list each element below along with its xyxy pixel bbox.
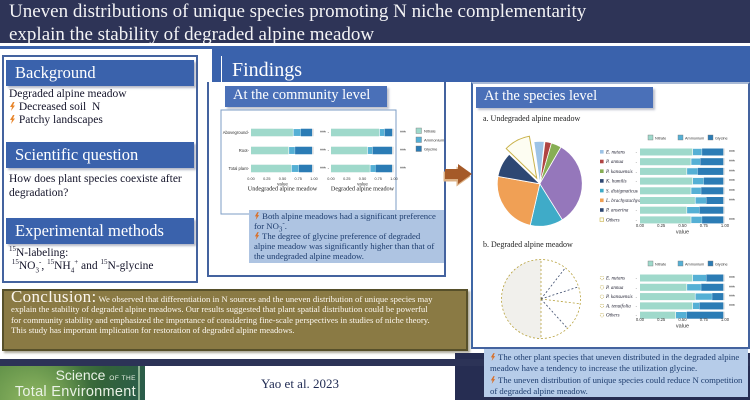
svg-text:***: *** bbox=[320, 167, 326, 173]
svg-text:***: *** bbox=[320, 131, 326, 137]
svg-text:Others: Others bbox=[606, 314, 620, 319]
svg-text:-: - bbox=[328, 166, 330, 171]
svg-text:0.50: 0.50 bbox=[678, 317, 687, 322]
svg-text:value: value bbox=[357, 182, 368, 187]
svg-text:***: *** bbox=[729, 304, 735, 310]
svg-text:0.75: 0.75 bbox=[700, 317, 709, 322]
svg-text:-: - bbox=[636, 313, 638, 318]
svg-text:***: *** bbox=[729, 218, 735, 224]
svg-text:Others: Others bbox=[606, 218, 620, 223]
svg-text:***: *** bbox=[400, 149, 406, 155]
svg-text:-: - bbox=[636, 169, 638, 174]
svg-text:S. distigmaticus: S. distigmaticus bbox=[606, 189, 638, 194]
svg-text:value: value bbox=[676, 230, 689, 236]
svg-text:***: *** bbox=[729, 150, 735, 156]
svg-text:Degraded alpine meadow: Degraded alpine meadow bbox=[331, 186, 395, 193]
svg-text:-: - bbox=[328, 130, 330, 135]
svg-text:***: *** bbox=[729, 199, 735, 205]
svg-text:Root-: Root- bbox=[239, 148, 250, 153]
svg-text:a. Undegraded alpine meadow: a. Undegraded alpine meadow bbox=[483, 114, 581, 123]
svg-text:-: - bbox=[636, 303, 638, 308]
svg-text:-: - bbox=[636, 179, 638, 184]
svg-text:L. brachystachys: L. brachystachys bbox=[605, 199, 640, 204]
svg-text:1.00: 1.00 bbox=[310, 177, 317, 181]
svg-text:***: *** bbox=[729, 285, 735, 291]
svg-text:-: - bbox=[636, 188, 638, 193]
svg-text:0.75: 0.75 bbox=[700, 223, 709, 228]
svg-text:Ammonium: Ammonium bbox=[424, 138, 445, 143]
svg-text:0.75: 0.75 bbox=[375, 177, 382, 181]
svg-text:P. anserina: P. anserina bbox=[605, 209, 629, 214]
svg-text:Undegraded alpine meadow: Undegraded alpine meadow bbox=[248, 186, 318, 193]
svg-text:E. nutans: E. nutans bbox=[605, 151, 625, 156]
svg-text:0.25: 0.25 bbox=[343, 177, 350, 181]
svg-text:0.00: 0.00 bbox=[247, 177, 254, 181]
svg-text:Nitrate: Nitrate bbox=[424, 129, 437, 134]
svg-text:***: *** bbox=[729, 295, 735, 301]
svg-text:P. kansuensis: P. kansuensis bbox=[605, 295, 633, 300]
svg-text:P. annua: P. annua bbox=[605, 160, 624, 165]
svg-text:-: - bbox=[636, 159, 638, 164]
svg-text:0.25: 0.25 bbox=[263, 177, 270, 181]
svg-text:K. humilis: K. humilis bbox=[605, 180, 627, 185]
svg-text:0.50: 0.50 bbox=[359, 177, 366, 181]
svg-text:Glycine: Glycine bbox=[715, 137, 728, 141]
svg-text:0.50: 0.50 bbox=[678, 223, 687, 228]
svg-text:0.00: 0.00 bbox=[636, 223, 645, 228]
svg-text:E. nutans: E. nutans bbox=[605, 277, 625, 282]
svg-text:-: - bbox=[328, 148, 330, 153]
svg-text:Nitrate: Nitrate bbox=[655, 263, 666, 267]
svg-text:1.00: 1.00 bbox=[721, 223, 730, 228]
svg-text:0.00: 0.00 bbox=[327, 177, 334, 181]
svg-text:P. annua: P. annua bbox=[605, 286, 624, 291]
svg-text:0.75: 0.75 bbox=[295, 177, 302, 181]
svg-text:***: *** bbox=[320, 149, 326, 155]
svg-text:Aboveground-: Aboveground- bbox=[223, 130, 250, 135]
svg-text:***: *** bbox=[729, 189, 735, 195]
svg-text:P. kansuensis: P. kansuensis bbox=[605, 170, 633, 175]
svg-text:value: value bbox=[676, 324, 689, 330]
svg-text:Glycine: Glycine bbox=[715, 263, 728, 267]
svg-text:A. tenuifolia: A. tenuifolia bbox=[605, 304, 631, 309]
svg-text:***: *** bbox=[729, 276, 735, 282]
svg-text:0.00: 0.00 bbox=[636, 317, 645, 322]
svg-text:-: - bbox=[636, 208, 638, 213]
svg-text:value: value bbox=[277, 182, 288, 187]
svg-text:***: *** bbox=[729, 179, 735, 185]
svg-text:***: *** bbox=[729, 169, 735, 175]
svg-text:Total plant-: Total plant- bbox=[229, 166, 250, 171]
svg-text:0.25: 0.25 bbox=[657, 223, 666, 228]
svg-text:-: - bbox=[636, 150, 638, 155]
svg-text:***: *** bbox=[729, 160, 735, 166]
svg-text:Ammonium: Ammonium bbox=[685, 263, 704, 267]
svg-text:b. Degraded alpine meadow: b. Degraded alpine meadow bbox=[483, 240, 573, 249]
svg-text:-: - bbox=[636, 198, 638, 203]
svg-text:Nitrate: Nitrate bbox=[655, 137, 666, 141]
svg-text:0.50: 0.50 bbox=[279, 177, 286, 181]
svg-text:-: - bbox=[636, 276, 638, 281]
svg-text:1.00: 1.00 bbox=[721, 317, 730, 322]
svg-text:-: - bbox=[636, 217, 638, 222]
svg-text:Glycine: Glycine bbox=[424, 147, 438, 152]
svg-text:***: *** bbox=[400, 167, 406, 173]
svg-text:***: *** bbox=[400, 131, 406, 137]
svg-text:-: - bbox=[636, 285, 638, 290]
svg-text:0.25: 0.25 bbox=[657, 317, 666, 322]
svg-text:1.00: 1.00 bbox=[390, 177, 397, 181]
svg-text:Ammonium: Ammonium bbox=[685, 137, 704, 141]
svg-text:-: - bbox=[636, 294, 638, 299]
